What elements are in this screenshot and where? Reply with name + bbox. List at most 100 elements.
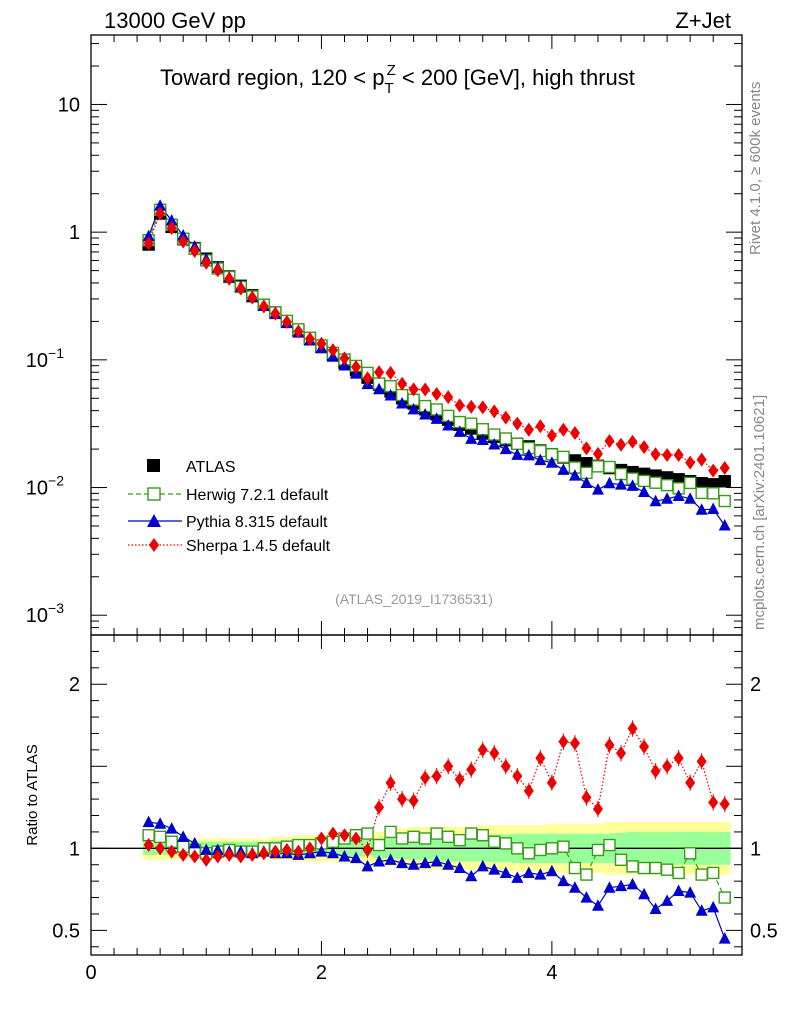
main-point-sherpa bbox=[616, 437, 627, 452]
main-point-pythia bbox=[373, 382, 386, 395]
main-point-pythia bbox=[718, 519, 731, 531]
main-point-sherpa bbox=[639, 440, 650, 455]
ratio-point-herwig bbox=[511, 842, 524, 855]
main-point-pythia bbox=[396, 397, 409, 409]
ratio-point-sherpa bbox=[235, 849, 246, 864]
main-point-pythia bbox=[419, 408, 432, 420]
main-point-pythia bbox=[165, 214, 178, 226]
main-point-pythia bbox=[511, 448, 524, 460]
main-point-sherpa bbox=[662, 447, 673, 462]
legend-label-herwig: Herwig 7.2.1 default bbox=[186, 487, 329, 504]
ratio-point-sherpa bbox=[466, 762, 477, 777]
main-point-sherpa bbox=[523, 422, 534, 437]
ratio-point-herwig bbox=[453, 833, 466, 847]
main-point-pythia bbox=[568, 469, 581, 481]
ratio-point-herwig bbox=[637, 861, 651, 875]
ratio-point-pythia bbox=[188, 836, 201, 849]
ratio-y-tick-label-right: 2 bbox=[750, 674, 761, 696]
ratio-point-herwig bbox=[372, 838, 386, 852]
ratio-point-herwig bbox=[545, 842, 559, 855]
ratio-point-sherpa bbox=[546, 775, 557, 790]
ratio-panel-frame bbox=[90, 634, 743, 956]
main-point-herwig bbox=[603, 460, 616, 474]
ratio-point-sherpa bbox=[454, 772, 465, 787]
main-point-pythia bbox=[580, 476, 593, 489]
ratio-point-pythia bbox=[615, 879, 628, 892]
main-point-pythia bbox=[557, 463, 570, 475]
legend-marker-sherpa bbox=[149, 538, 159, 552]
ratio-point-herwig bbox=[465, 827, 478, 840]
main-point-sherpa bbox=[546, 428, 557, 443]
main-point-pythia bbox=[695, 503, 708, 515]
ratio-point-pythia bbox=[465, 869, 478, 882]
ratio-point-sherpa bbox=[224, 847, 235, 862]
main-point-sherpa bbox=[155, 206, 166, 221]
main-point-pythia bbox=[522, 448, 535, 461]
ratio-point-sherpa bbox=[385, 775, 396, 790]
ratio-point-pythia bbox=[638, 887, 651, 900]
ratio-point-pythia bbox=[649, 902, 662, 915]
main-line-sherpa bbox=[148, 212, 725, 472]
main-point-sherpa bbox=[178, 234, 189, 249]
ratio-point-sherpa bbox=[535, 751, 546, 766]
main-point-pythia bbox=[638, 485, 651, 498]
plot-title-prefix: Toward region, 120 < p bbox=[160, 65, 384, 90]
ratio-point-sherpa bbox=[569, 736, 580, 751]
ratio-point-pythia bbox=[453, 861, 466, 874]
ratio-point-herwig bbox=[430, 827, 443, 840]
main-point-sherpa bbox=[443, 390, 454, 405]
main-point-sherpa bbox=[247, 290, 258, 305]
main-point-sherpa bbox=[535, 419, 546, 434]
ratio-point-sherpa bbox=[178, 847, 189, 862]
x-tick-label: 4 bbox=[546, 962, 557, 984]
main-point-sherpa bbox=[719, 460, 730, 475]
main-point-sherpa bbox=[604, 433, 615, 448]
ratio-point-herwig bbox=[695, 868, 708, 881]
main-point-herwig bbox=[591, 460, 605, 473]
ratio-point-pythia bbox=[534, 868, 547, 880]
ratio-point-pythia bbox=[419, 856, 432, 869]
main-point-sherpa bbox=[212, 263, 223, 278]
ratio-point-sherpa bbox=[281, 842, 292, 857]
main-point-pythia bbox=[649, 494, 662, 507]
ratio-point-sherpa bbox=[201, 852, 212, 867]
ratio-point-pythia bbox=[373, 854, 386, 867]
legend-marker-pythia bbox=[147, 514, 161, 527]
legend: ATLAS Herwig 7.2.1 default Pythia 8.315 … bbox=[128, 459, 331, 555]
main-point-sherpa bbox=[362, 371, 373, 386]
main-point-pythia bbox=[407, 402, 420, 415]
ratio-point-sherpa bbox=[696, 754, 707, 769]
ratio-point-pythia bbox=[200, 843, 213, 855]
ratio-point-herwig bbox=[580, 868, 593, 881]
x-tick-label: 2 bbox=[316, 962, 327, 984]
main-point-sherpa bbox=[385, 365, 396, 380]
main-point-pythia bbox=[442, 419, 455, 431]
main-point-pythia bbox=[476, 433, 489, 445]
ratio-point-sherpa bbox=[420, 770, 431, 785]
ratio-point-sherpa bbox=[604, 737, 615, 752]
ratio-point-pythia bbox=[707, 900, 720, 913]
main-point-sherpa bbox=[581, 441, 592, 456]
main-point-sherpa bbox=[696, 452, 707, 467]
rivet-version-text: Rivet 4.1.0, ≥ 600k events bbox=[747, 82, 764, 255]
ratio-point-sherpa bbox=[351, 831, 362, 846]
ratio-point-sherpa bbox=[650, 764, 661, 779]
ratio-point-sherpa bbox=[408, 793, 419, 808]
main-point-pythia bbox=[488, 437, 501, 450]
main-point-sherpa bbox=[224, 271, 235, 286]
main-point-pythia bbox=[453, 425, 466, 437]
main-point-herwig bbox=[695, 486, 708, 500]
main-point-pythia bbox=[626, 479, 639, 491]
main-point-herwig bbox=[614, 467, 628, 481]
ratio-point-pythia bbox=[442, 858, 455, 870]
ratio-point-sherpa bbox=[397, 792, 408, 807]
ratio-point-herwig bbox=[626, 860, 639, 873]
main-point-sherpa bbox=[304, 331, 315, 346]
ratio-point-sherpa bbox=[581, 790, 592, 805]
main-point-pythia bbox=[615, 478, 628, 490]
ratio-point-pythia bbox=[211, 843, 224, 855]
main-point-sherpa bbox=[569, 426, 580, 441]
ratio-point-herwig bbox=[361, 827, 374, 840]
ratio-point-pythia bbox=[361, 859, 374, 872]
